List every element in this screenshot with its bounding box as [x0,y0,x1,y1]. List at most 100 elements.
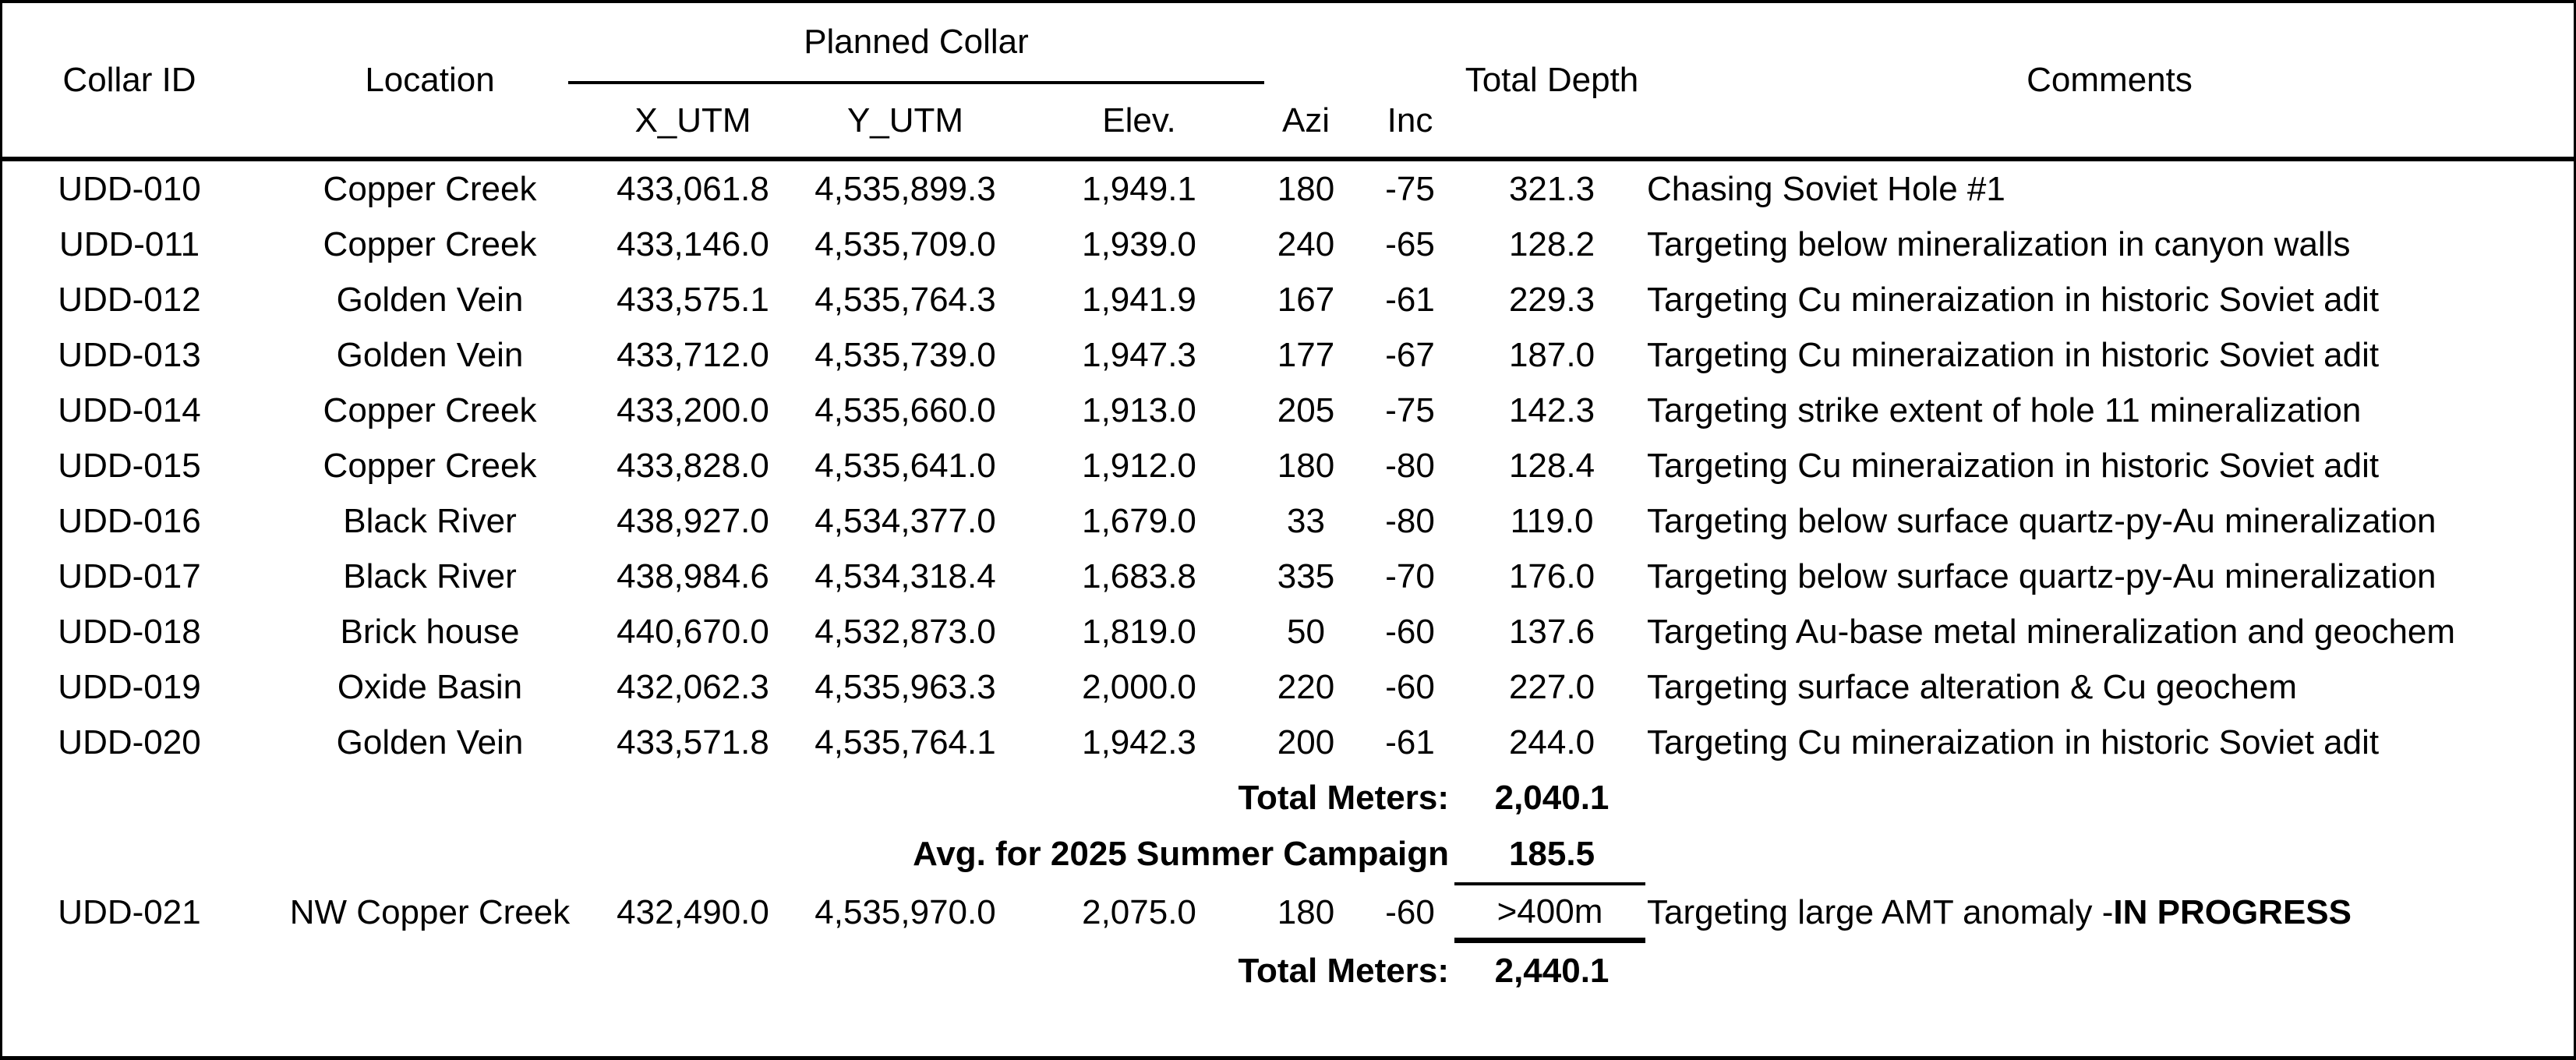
x-utm-cell: 433,575.1 [617,280,769,319]
collar-id-cell: UDD-020 [58,723,201,761]
table-row: UDD-013 Golden Vein 433,712.0 4,535,739.… [2,327,2574,383]
header-inc: Inc [1387,101,1433,140]
inc-cell: -60 [1385,612,1435,651]
elev-cell: 1,939.0 [1082,224,1196,263]
header-total-depth: Total Depth [1465,60,1639,99]
inc-cell: -67 [1385,335,1435,374]
comments-cell: Targeting below surface quartz-py-Au min… [1647,501,2436,540]
x-utm-cell: 438,927.0 [617,501,769,540]
collar-id-cell: UDD-015 [58,446,201,485]
header-azi: Azi [1281,101,1330,140]
collar-id-cell: UDD-019 [58,667,201,706]
y-utm-cell: 4,535,641.0 [814,446,996,485]
location-cell: Golden Vein [336,335,524,374]
table-row: UDD-017 Black River 438,984.6 4,534,318.… [2,549,2574,604]
comments-cell: Chasing Soviet Hole #1 [1647,169,2005,208]
y-utm-cell: 4,534,318.4 [814,556,996,595]
x-utm-cell: 432,490.0 [617,893,769,931]
elev-cell: 1,941.9 [1082,280,1196,319]
table-row: UDD-012 Golden Vein 433,575.1 4,535,764.… [2,272,2574,327]
comment-status-in-progress: IN PROGRESS [2113,893,2352,931]
total-depth-cell: 244.0 [1508,723,1595,761]
header-location: Location [365,60,495,99]
inc-cell: -61 [1385,280,1435,319]
azi-cell: 33 [1287,501,1325,540]
grand-total-row: Total Meters: 2,440.1 [2,943,2574,999]
planned-collar-group: Planned Collar X_UTM Y_UTM Elev. [568,3,1264,157]
collar-id-cell: UDD-012 [58,280,201,319]
total-depth-cell: 187.0 [1508,335,1595,374]
table-row: UDD-010 Copper Creek 433,061.8 4,535,899… [2,161,2574,217]
campaign-total-value: 2,040.1 [1494,779,1610,817]
y-utm-cell: 4,535,764.3 [814,280,996,319]
header-collar-id: Collar ID [62,60,196,99]
total-depth-cell: 128.4 [1508,446,1595,485]
location-cell: Copper Creek [323,169,537,208]
azi-cell: 167 [1277,280,1335,319]
location-cell: Brick house [340,612,520,651]
total-depth-cell: 176.0 [1508,556,1595,595]
location-cell: Black River [343,556,517,595]
elev-cell: 1,947.3 [1082,335,1196,374]
collar-id-cell: UDD-017 [58,556,201,595]
total-depth-cell: 128.2 [1508,224,1595,263]
x-utm-cell: 433,828.0 [617,446,769,485]
y-utm-cell: 4,535,660.0 [814,390,996,429]
elev-cell: 2,000.0 [1082,667,1196,706]
grand-total-label: Total Meters: [1238,952,1449,990]
total-depth-cell: 229.3 [1508,280,1595,319]
y-utm-cell: 4,535,963.3 [814,667,996,706]
location-cell: Golden Vein [336,723,524,761]
header-x-utm: X_UTM [634,101,751,140]
inc-cell: -60 [1385,667,1435,706]
inc-cell: -61 [1385,723,1435,761]
comment-text: Targeting large AMT anomaly - [1647,893,2114,931]
table-row: UDD-016 Black River 438,927.0 4,534,377.… [2,493,2574,549]
y-utm-cell: 4,535,709.0 [814,224,996,263]
x-utm-cell: 433,571.8 [617,723,769,761]
collar-id-cell: UDD-018 [58,612,201,651]
y-utm-cell: 4,535,899.3 [814,169,996,208]
comments-cell: Targeting large AMT anomaly - IN PROGRES… [1645,882,2574,943]
x-utm-cell: 433,146.0 [617,224,769,263]
azi-cell: 240 [1277,224,1335,263]
table-row-in-progress: UDD-021 NW Copper Creek 432,490.0 4,535,… [2,882,2574,943]
bottom-spacer [2,999,2574,1056]
location-cell: Copper Creek [323,224,537,263]
header-elev: Elev. [1102,101,1176,140]
total-depth-cell-boxed: >400m [1454,882,1645,943]
elev-cell: 2,075.0 [1082,893,1196,931]
azi-cell: 50 [1287,612,1325,651]
elev-cell: 1,683.8 [1082,556,1196,595]
total-depth-cell: 142.3 [1508,390,1595,429]
total-depth-cell: 137.6 [1508,612,1595,651]
comments-cell: Targeting Au-base metal mineralization a… [1647,612,2456,651]
total-depth-cell: 119.0 [1510,501,1594,540]
total-depth-cell: 227.0 [1508,667,1595,706]
collar-id-cell: UDD-021 [58,893,201,931]
azi-cell: 177 [1277,335,1335,374]
inc-cell: -70 [1385,556,1435,595]
azi-cell: 180 [1277,446,1335,485]
collar-id-cell: UDD-016 [58,501,201,540]
header-planned-collar: Planned Collar [568,3,1264,84]
y-utm-cell: 4,534,377.0 [814,501,996,540]
location-cell: NW Copper Creek [289,893,571,931]
table-row: UDD-018 Brick house 440,670.0 4,532,873.… [2,604,2574,659]
azi-cell: 220 [1277,667,1335,706]
y-utm-cell: 4,535,739.0 [814,335,996,374]
azi-cell: 180 [1277,169,1335,208]
inc-cell: -75 [1385,169,1435,208]
comments-cell: Targeting below mineralization in canyon… [1647,224,2351,263]
elev-cell: 1,679.0 [1082,501,1196,540]
x-utm-cell: 438,984.6 [617,556,769,595]
collar-id-cell: UDD-011 [58,224,200,263]
x-utm-cell: 433,200.0 [617,390,769,429]
elev-cell: 1,819.0 [1082,612,1196,651]
x-utm-cell: 440,670.0 [617,612,769,651]
table-row: UDD-015 Copper Creek 433,828.0 4,535,641… [2,438,2574,493]
comments-cell: Targeting surface alteration & Cu geoche… [1647,667,2298,706]
inc-cell: -80 [1385,446,1435,485]
comments-cell: Targeting below surface quartz-py-Au min… [1647,556,2436,595]
table-row: UDD-014 Copper Creek 433,200.0 4,535,660… [2,383,2574,438]
